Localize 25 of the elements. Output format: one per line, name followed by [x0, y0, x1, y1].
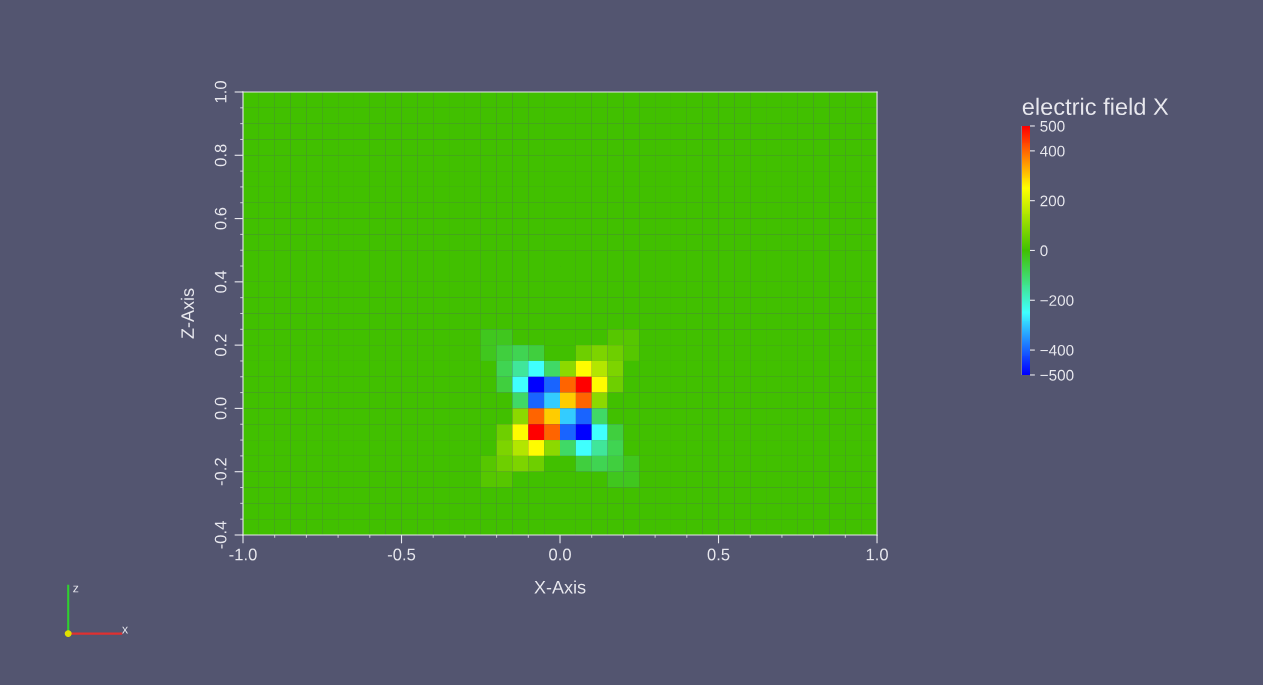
color-bar-label: 400: [1040, 145, 1065, 157]
y-tick-label: 0.8: [214, 144, 227, 167]
y-tick-label: -0.4: [214, 521, 227, 549]
y-tick-label: 0.0: [214, 397, 227, 420]
color-bar-label: −500: [1040, 369, 1074, 381]
y-tick-label: 0.2: [214, 334, 227, 357]
x-tick-label: -1.0: [229, 548, 257, 561]
y-tick-label: 0.6: [214, 207, 227, 230]
x-tick-label: 0.0: [549, 548, 571, 561]
color-bar-title: electric field X: [1022, 97, 1169, 116]
color-bar-label: −400: [1040, 344, 1074, 356]
color-bar-label: 500: [1040, 120, 1065, 132]
x-axis-title: X-Axis: [534, 580, 586, 594]
text: z: [73, 585, 79, 593]
y-axis-title: Z-Axis: [180, 288, 195, 339]
y-tick-label: 0.4: [214, 270, 227, 293]
color-bar-label: 200: [1040, 195, 1065, 207]
x-tick-label: -0.5: [387, 548, 416, 561]
x-tick-label: 0.5: [707, 548, 730, 561]
color-bar-label: −200: [1040, 295, 1074, 306]
x-tick-label: 1.0: [866, 548, 888, 561]
text: x: [122, 626, 129, 634]
y-tick-label: 1.0: [214, 81, 227, 103]
color-bar-label: 0: [1040, 245, 1048, 257]
y-tick-label: -0.2: [214, 458, 227, 486]
